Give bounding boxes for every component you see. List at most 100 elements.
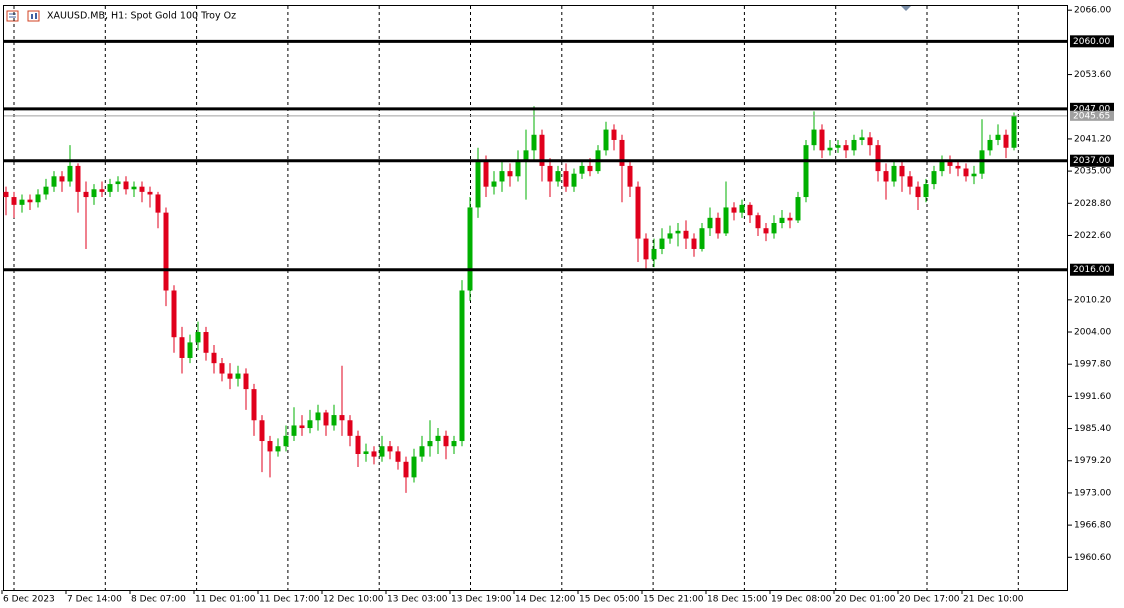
candle-body (51, 176, 57, 187)
y-tick-label: 2035.00 (1074, 167, 1111, 177)
candle-body (763, 228, 769, 234)
candle-body (523, 150, 529, 161)
candle-body (635, 186, 641, 239)
candle-body (203, 332, 209, 353)
candle-body (139, 186, 145, 192)
x-tick-label: 20 Dec 17:00 (899, 595, 960, 605)
candle-body (675, 230, 681, 234)
candle-body (179, 337, 185, 358)
candle-body (611, 129, 617, 140)
x-tick-label: 7 Dec 14:00 (67, 595, 122, 605)
toolbar-icons (6, 10, 40, 22)
candle-body (491, 181, 497, 187)
y-tick-label: 1991.60 (1074, 392, 1111, 402)
candle-body (843, 145, 849, 151)
y-tick-label: 2022.60 (1074, 231, 1111, 241)
y-tick-label: 1985.40 (1074, 424, 1111, 434)
candle-body (283, 435, 289, 447)
candle-body (211, 352, 217, 364)
candle-body (435, 435, 441, 442)
x-tick-label: 19 Dec 08:00 (771, 595, 832, 605)
level-label: 2060.00 (1073, 37, 1110, 47)
candle-body (891, 165, 897, 182)
x-tick-label: 6 Dec 2023 (3, 595, 55, 605)
candle-body (803, 145, 809, 198)
candle-body (259, 420, 265, 442)
candle-body (899, 165, 905, 177)
candle-body (1003, 134, 1009, 148)
candle-body (939, 160, 945, 172)
candle-body (659, 238, 665, 249)
candle-body (859, 137, 865, 140)
candle-body (171, 290, 177, 338)
candle-body (403, 461, 409, 478)
candle-body (619, 139, 625, 166)
candle-body (115, 181, 121, 185)
y-tick-label: 2053.60 (1074, 70, 1111, 80)
candle-body (163, 212, 169, 291)
y-tick-label: 2028.80 (1074, 199, 1111, 209)
shift-marker (901, 6, 911, 11)
candle-body (315, 412, 321, 421)
x-tick-label: 12 Dec 10:00 (323, 595, 384, 605)
candle-body (251, 389, 257, 421)
candle-body (227, 373, 233, 379)
candle-body (363, 451, 369, 455)
candle-body (651, 248, 657, 260)
candle-body (515, 160, 521, 177)
candle-body (579, 165, 585, 174)
candle-body (827, 147, 833, 151)
candle-body (99, 189, 105, 192)
candle-body (467, 207, 473, 291)
candle-body (443, 435, 449, 447)
candle-body (539, 134, 545, 166)
candle-body (427, 441, 433, 447)
candle-body (851, 139, 857, 151)
candle-body (67, 165, 73, 182)
candle-body (931, 171, 937, 185)
candle-body (339, 415, 345, 421)
candle-body (795, 197, 801, 221)
x-tick-label: 15 Dec 05:00 (579, 595, 640, 605)
candle-body (883, 171, 889, 182)
candle-body (27, 199, 33, 203)
candle-body (411, 456, 417, 478)
candle-body (83, 191, 89, 198)
candle-body (779, 217, 785, 224)
candle-body (707, 217, 713, 229)
icon (27, 10, 40, 22)
candle-body (563, 171, 569, 187)
y-tick-label: 2066.00 (1074, 6, 1111, 16)
candle-body (547, 165, 553, 182)
x-tick-label: 20 Dec 01:00 (835, 595, 896, 605)
candle-body (955, 165, 961, 169)
candle-body (195, 332, 201, 343)
candle-body (75, 165, 81, 192)
candle-body (507, 171, 513, 177)
candle-body (355, 435, 361, 455)
level-label: 2016.00 (1073, 265, 1110, 275)
candle-body (907, 176, 913, 187)
candle-body (555, 171, 561, 182)
x-tick-label: 13 Dec 03:00 (387, 595, 448, 605)
candle-body (771, 223, 777, 234)
x-tick-label: 14 Dec 12:00 (515, 595, 576, 605)
level-label-box (1070, 263, 1114, 276)
x-tick-label: 11 Dec 01:00 (195, 595, 256, 605)
candle-body (683, 230, 689, 239)
candle-body (59, 176, 65, 182)
candle-body (291, 425, 297, 436)
x-tick-label: 11 Dec 17:00 (259, 595, 320, 605)
candles (3, 106, 1017, 493)
candle-body (715, 217, 721, 234)
candle-body (971, 173, 977, 177)
candle-body (643, 238, 649, 260)
candle-body (531, 134, 537, 151)
level-label-box (1070, 154, 1114, 167)
candle-body (43, 186, 49, 195)
candle-body (835, 145, 841, 148)
candle-body (483, 160, 489, 187)
candle-body (915, 186, 921, 198)
